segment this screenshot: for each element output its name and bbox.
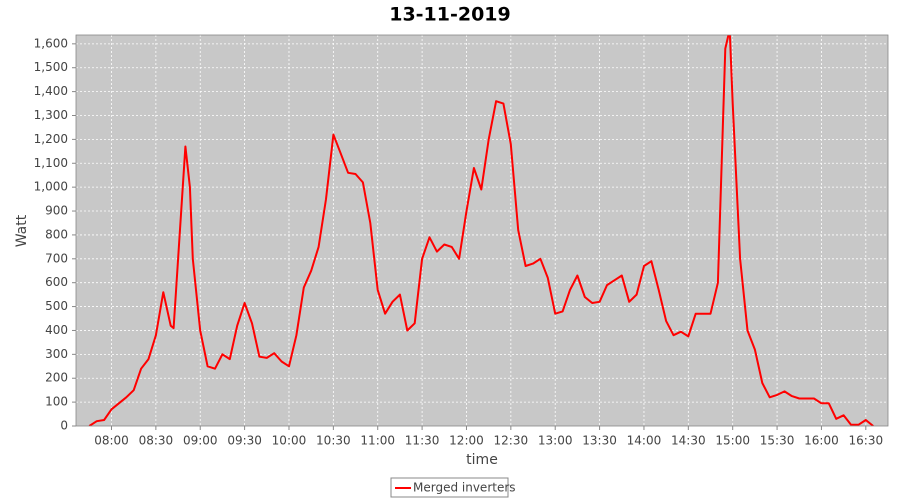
y-tick-label: 800 (45, 227, 68, 241)
y-tick-label: 400 (45, 323, 68, 337)
x-tick-label: 12:30 (494, 434, 529, 448)
legend-label: Merged inverters (413, 481, 516, 495)
x-tick-label: 15:00 (715, 434, 750, 448)
x-tick-label: 08:30 (139, 434, 174, 448)
x-tick-label: 14:00 (627, 434, 662, 448)
y-tick-label: 300 (45, 347, 68, 361)
x-tick-label: 15:30 (760, 434, 795, 448)
y-tick-label: 1,100 (34, 156, 68, 170)
x-tick-label: 10:00 (272, 434, 307, 448)
x-tick-label: 10:30 (316, 434, 351, 448)
y-axis-label: Watt (14, 214, 30, 247)
y-tick-label: 1,500 (34, 60, 68, 74)
y-tick-label: 1,400 (34, 84, 68, 98)
x-tick-label: 14:30 (671, 434, 706, 448)
x-tick-label: 08:00 (94, 434, 129, 448)
legend-box (390, 477, 509, 498)
x-tick-label: 09:00 (183, 434, 218, 448)
plot-border (75, 34, 889, 427)
y-tick-label: 1,600 (34, 36, 68, 50)
legend: Merged inverters (390, 477, 516, 498)
plot-area (76, 35, 888, 426)
x-axis-label: time (466, 452, 498, 468)
y-tick-label: 500 (45, 299, 68, 313)
x-tick-label: 16:00 (804, 434, 839, 448)
y-tick-label: 1,000 (34, 180, 68, 194)
y-tick-label: 200 (45, 371, 68, 385)
y-tick-label: 100 (45, 395, 68, 409)
x-tick-label: 11:30 (405, 434, 440, 448)
y-tick-label: 0 (60, 419, 68, 433)
x-tick-label: 09:30 (227, 434, 262, 448)
y-tick-label: 1,200 (34, 132, 68, 146)
chart-title: 13-11-2019 (389, 4, 511, 26)
y-tick-label: 1,300 (34, 108, 68, 122)
x-tick-label: 13:00 (538, 434, 573, 448)
y-tick-label: 700 (45, 251, 68, 265)
series-line (88, 35, 874, 426)
y-tick-label: 900 (45, 204, 68, 218)
x-tick-label: 11:00 (360, 434, 395, 448)
x-tick-label: 13:30 (582, 434, 617, 448)
x-tick-label: 16:30 (849, 434, 884, 448)
x-tick-label: 12:00 (449, 434, 484, 448)
y-tick-label: 600 (45, 275, 68, 289)
